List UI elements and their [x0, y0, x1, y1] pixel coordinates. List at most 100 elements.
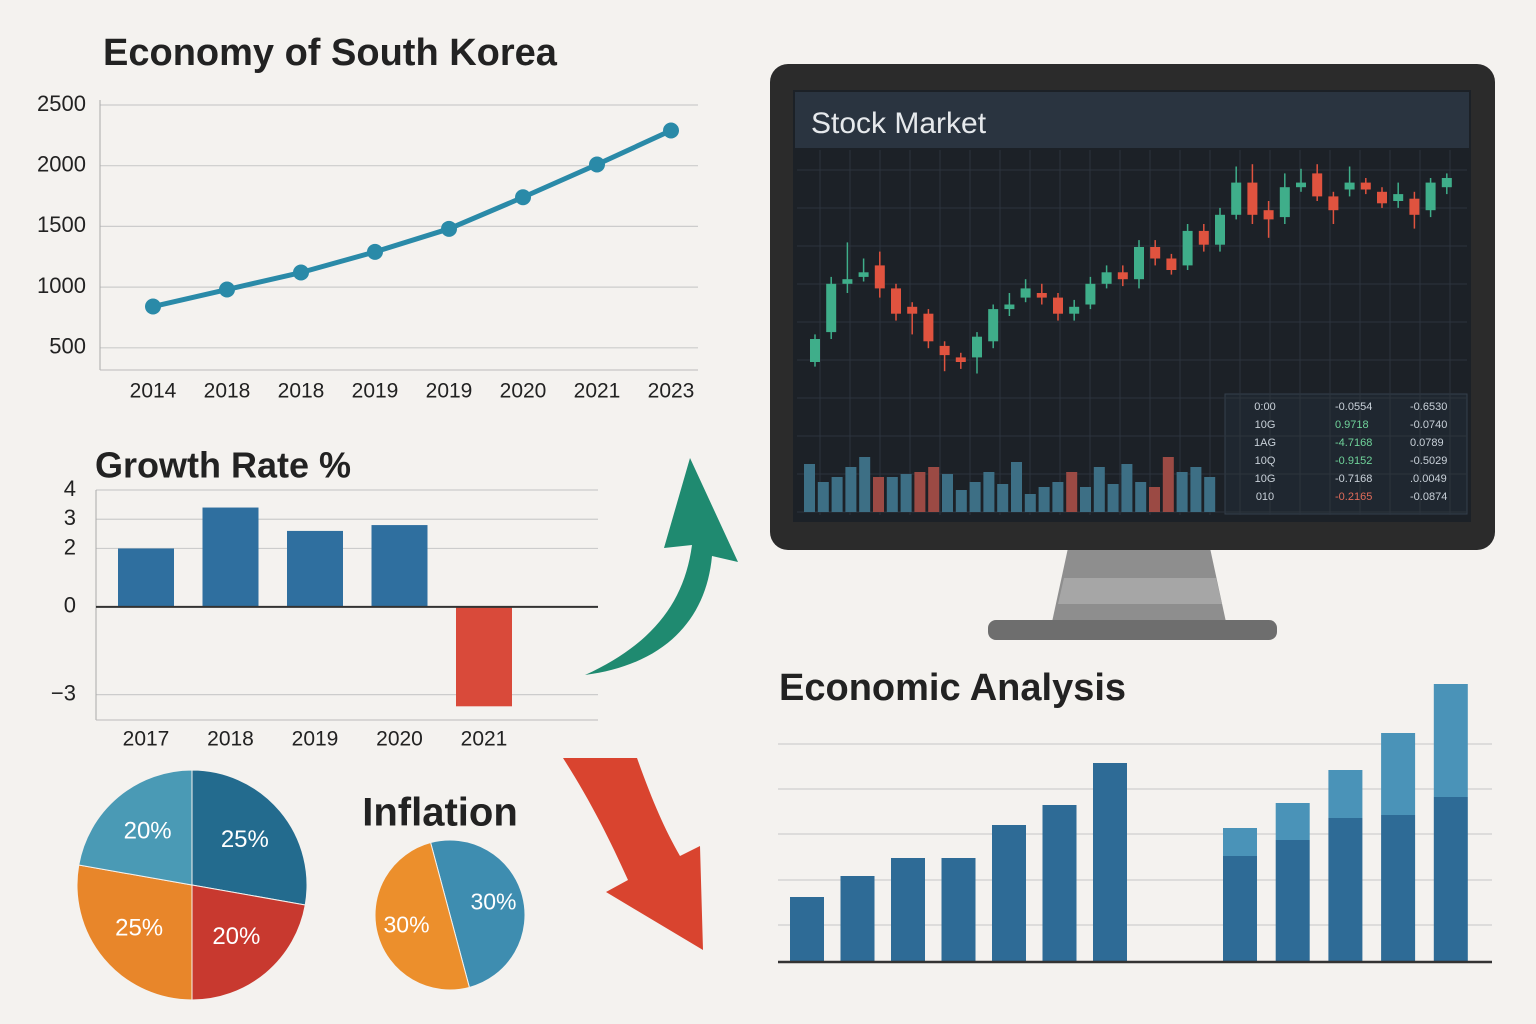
bar [1328, 818, 1363, 962]
volume-bar [817, 482, 829, 512]
volume-bar [1176, 472, 1188, 512]
point [589, 156, 605, 173]
y-tick-label: −3 [51, 680, 76, 705]
candle-body [955, 357, 966, 362]
candle-body [1215, 214, 1225, 245]
slice-label: 25% [221, 826, 269, 853]
volume-bar [1190, 467, 1202, 512]
chart-title: Stock Market [811, 107, 987, 140]
candle-body [1409, 198, 1420, 215]
pie-slice [374, 841, 471, 991]
x-tick-label: 2018 [278, 380, 325, 403]
x-tick-label: 2017 [123, 728, 170, 751]
candle-body [1134, 247, 1144, 280]
quote-cell: -0.0554 [1335, 401, 1372, 413]
candle-body [1020, 288, 1031, 298]
pie-slice [76, 864, 193, 1001]
candle-body [1004, 304, 1015, 310]
quote-cell: 10Q [1255, 455, 1276, 467]
volume-bar [1038, 487, 1050, 512]
candle-body [1247, 182, 1258, 215]
volume-bar [1093, 467, 1105, 512]
slice-label: 30% [384, 912, 430, 938]
candle-body [1279, 187, 1290, 218]
quote-cell: .0.0049 [1410, 473, 1447, 485]
y-tick-label: 2500 [37, 91, 86, 116]
x-tick-label: 2018 [204, 380, 251, 403]
quote-cell: -0.2165 [1335, 491, 1372, 503]
chart-title: Inflation [362, 791, 518, 835]
bar [1328, 770, 1363, 818]
volume-bar [1052, 482, 1064, 512]
point [367, 243, 383, 260]
volume-bar [859, 457, 871, 512]
bar [1433, 684, 1468, 797]
slice-label: 30% [470, 888, 516, 914]
quote-cell: -0.0874 [1410, 491, 1447, 503]
x-tick-label: 2020 [376, 728, 423, 751]
bar [941, 858, 976, 962]
volume-bar [900, 474, 912, 512]
bar [202, 507, 259, 607]
quote-table-panel [1224, 393, 1468, 515]
screen-header [795, 92, 1469, 148]
candle-body [1182, 230, 1193, 266]
x-tick-label: 2014 [130, 380, 177, 403]
bar [790, 897, 824, 962]
quote-cell: -0.0740 [1410, 419, 1447, 431]
quote-cell: 010 [1256, 491, 1274, 503]
candle-body [1344, 182, 1355, 190]
x-tick-label: 2021 [461, 728, 508, 751]
quote-cell: -0.5029 [1410, 455, 1447, 467]
y-tick-label: 1500 [37, 212, 86, 237]
bar [1093, 763, 1127, 962]
candle-body [842, 279, 853, 284]
y-tick-label: 2000 [37, 152, 86, 177]
y-tick-label: 500 [49, 334, 86, 359]
candle-body [1198, 230, 1209, 245]
bar [1381, 733, 1416, 815]
quote-cell: -0.9152 [1335, 455, 1372, 467]
point [293, 264, 309, 281]
volume-bar [983, 472, 995, 512]
bar [891, 858, 925, 962]
stock-grid [797, 150, 1467, 515]
quote-cell: 10G [1255, 419, 1276, 431]
volume-bar [831, 477, 843, 512]
candle-body [1312, 173, 1323, 197]
bar [1223, 856, 1257, 962]
candle-body [1101, 272, 1112, 284]
candle-body [874, 265, 885, 289]
candle-body [972, 336, 982, 358]
candle-body [988, 309, 999, 342]
volume-bar [997, 484, 1009, 512]
volume-bar [955, 490, 967, 512]
candle-body [1036, 293, 1047, 298]
bar [287, 530, 343, 607]
volume-bar [886, 477, 898, 512]
bar [1042, 805, 1077, 962]
bar [1381, 815, 1416, 962]
chart-title: Growth Rate % [95, 445, 351, 486]
volume-bar [1011, 462, 1022, 512]
volume-bar [942, 474, 953, 512]
x-tick-label: 2018 [207, 728, 254, 751]
y-tick-label: 1000 [37, 273, 86, 298]
x-tick-label: 2020 [500, 380, 547, 403]
volume-bar [914, 472, 926, 512]
quote-cell: -0.6530 [1410, 401, 1447, 413]
quote-cell: -4.7168 [1335, 437, 1372, 449]
down-arrow [563, 758, 703, 950]
pie-slice [78, 769, 193, 886]
point [145, 298, 161, 315]
candle-body [939, 345, 950, 356]
quote-cell: 0:00 [1254, 401, 1275, 413]
candle-body [1231, 182, 1242, 215]
volume-bar [1107, 484, 1119, 512]
candle-body [1441, 178, 1452, 188]
y-tick-label: 3 [64, 505, 76, 530]
bar [118, 548, 174, 607]
line [152, 128, 673, 309]
volume-bar [845, 467, 857, 512]
